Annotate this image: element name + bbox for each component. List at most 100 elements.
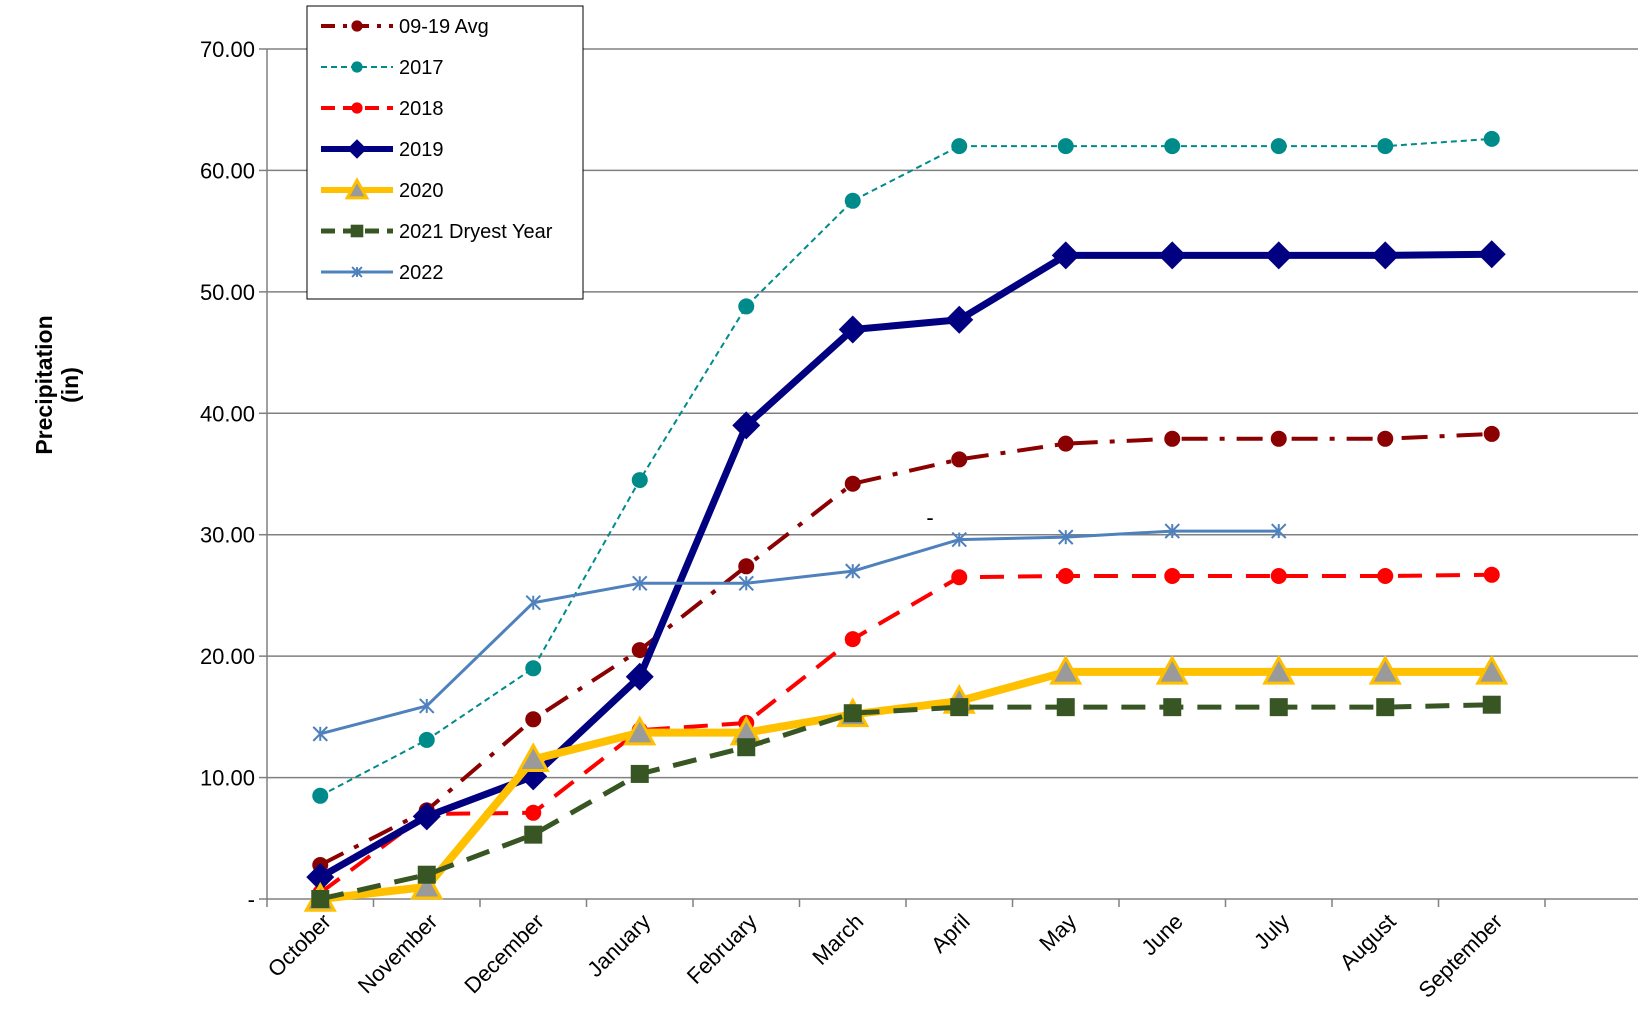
- data-point: [1158, 241, 1187, 270]
- legend-marker: [351, 102, 363, 114]
- legend-label: 2018: [399, 98, 444, 120]
- data-point: [1270, 430, 1287, 447]
- legend-marker: [347, 139, 367, 159]
- data-point: [631, 472, 648, 489]
- data-point: [1264, 241, 1293, 270]
- data-point: [1057, 138, 1074, 155]
- data-point: [1475, 654, 1509, 685]
- data-point: [1376, 698, 1395, 717]
- series-layer: [303, 130, 1509, 912]
- legend-label: 09-19 Avg: [399, 16, 489, 38]
- legend: 09-19 Avg 2017 2018 2019 2020 2021 Dryest Yea…: [306, 5, 584, 300]
- y-tick-label: 60.00: [200, 158, 255, 183]
- legend-item: 2018: [321, 98, 444, 120]
- data-point: [525, 804, 542, 821]
- legend-item: 2022: [321, 262, 444, 284]
- data-point: [843, 704, 862, 723]
- data-point: [1164, 523, 1180, 539]
- y-tick-label: -: [248, 887, 255, 912]
- text-layer: Precipitation(in) -: [31, 315, 934, 530]
- data-point: [1270, 138, 1287, 155]
- data-point: [1051, 241, 1080, 270]
- data-point: [1164, 568, 1181, 584]
- data-point: [945, 305, 974, 334]
- y-tick-label: 20.00: [200, 644, 255, 669]
- data-point: [419, 698, 435, 714]
- x-tick-label: February: [682, 909, 762, 989]
- data-point: [1371, 241, 1400, 270]
- data-point: [738, 558, 755, 575]
- y-axis-title-line: (in): [57, 367, 83, 403]
- data-point: [524, 825, 543, 844]
- data-point: [950, 698, 969, 717]
- data-point: [1057, 568, 1074, 584]
- data-point: [516, 742, 550, 773]
- y-tick-label: 50.00: [200, 280, 255, 305]
- data-point: [1482, 695, 1501, 714]
- series-line: [319, 572, 1492, 895]
- series-2018: [312, 566, 1500, 901]
- data-point: [951, 451, 968, 468]
- y-tick-label: 10.00: [200, 766, 255, 791]
- y-axis-title: Precipitation(in): [31, 315, 83, 454]
- legend-marker: [351, 266, 363, 278]
- data-point: [625, 662, 654, 691]
- data-point: [631, 642, 648, 659]
- data-point: [1483, 425, 1500, 442]
- data-point: [632, 575, 648, 591]
- x-tick-label: May: [1034, 909, 1081, 956]
- data-point: [1477, 240, 1506, 269]
- data-point: [630, 764, 649, 783]
- x-tick-label: December: [459, 909, 548, 998]
- data-point: [1377, 138, 1394, 155]
- data-point: [951, 531, 967, 548]
- legend-label: 2020: [399, 180, 444, 202]
- data-point: [1270, 568, 1287, 584]
- annotation-label: -: [926, 505, 933, 530]
- x-tick-label: August: [1335, 909, 1401, 975]
- legend-label: 2022: [399, 262, 444, 284]
- legend-label: 2021 Dryest Year: [399, 221, 553, 243]
- legend-item: 2021 Dryest Year: [321, 221, 553, 243]
- y-axis-title-line: Precipitation: [31, 315, 57, 454]
- series-line: [318, 250, 1492, 881]
- y-tick-label: 30.00: [200, 523, 255, 548]
- data-point: [1163, 698, 1182, 717]
- x-tick-label: January: [582, 909, 655, 982]
- series-line: [319, 529, 1279, 736]
- data-point: [1056, 698, 1075, 717]
- x-tick-label: June: [1136, 909, 1187, 960]
- legend-marker: [350, 224, 364, 238]
- legend-item: 2020: [321, 177, 444, 202]
- x-tick-label: September: [1414, 909, 1508, 1003]
- data-point: [1377, 430, 1394, 447]
- series-2020: [303, 654, 1509, 912]
- x-tick-label: April: [926, 909, 975, 958]
- series-line: [319, 137, 1492, 797]
- legend-item: 2019: [321, 139, 444, 161]
- data-point: [623, 715, 657, 746]
- legend-marker: [351, 20, 363, 32]
- data-point: [1262, 654, 1296, 685]
- data-point: [838, 315, 867, 344]
- data-point: [306, 863, 335, 892]
- data-point: [844, 192, 861, 209]
- data-point: [1058, 529, 1074, 545]
- data-point: [525, 711, 542, 728]
- data-point: [732, 411, 761, 440]
- data-point: [738, 575, 754, 591]
- x-tick-label: October: [263, 909, 336, 982]
- data-point: [844, 631, 861, 648]
- data-point: [1057, 435, 1074, 452]
- series-line: [319, 702, 1492, 902]
- series-2019: [306, 240, 1506, 892]
- data-point: [418, 731, 435, 748]
- data-point: [312, 726, 328, 742]
- data-point: [1377, 568, 1394, 584]
- x-tick-label: November: [353, 909, 442, 998]
- data-point: [1368, 654, 1402, 685]
- legend-item: 09-19 Avg: [321, 16, 489, 38]
- data-point: [1483, 566, 1500, 583]
- legend-box: [306, 5, 584, 300]
